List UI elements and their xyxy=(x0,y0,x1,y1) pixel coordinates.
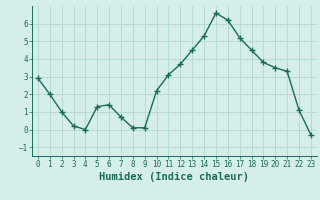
X-axis label: Humidex (Indice chaleur): Humidex (Indice chaleur) xyxy=(100,172,249,182)
